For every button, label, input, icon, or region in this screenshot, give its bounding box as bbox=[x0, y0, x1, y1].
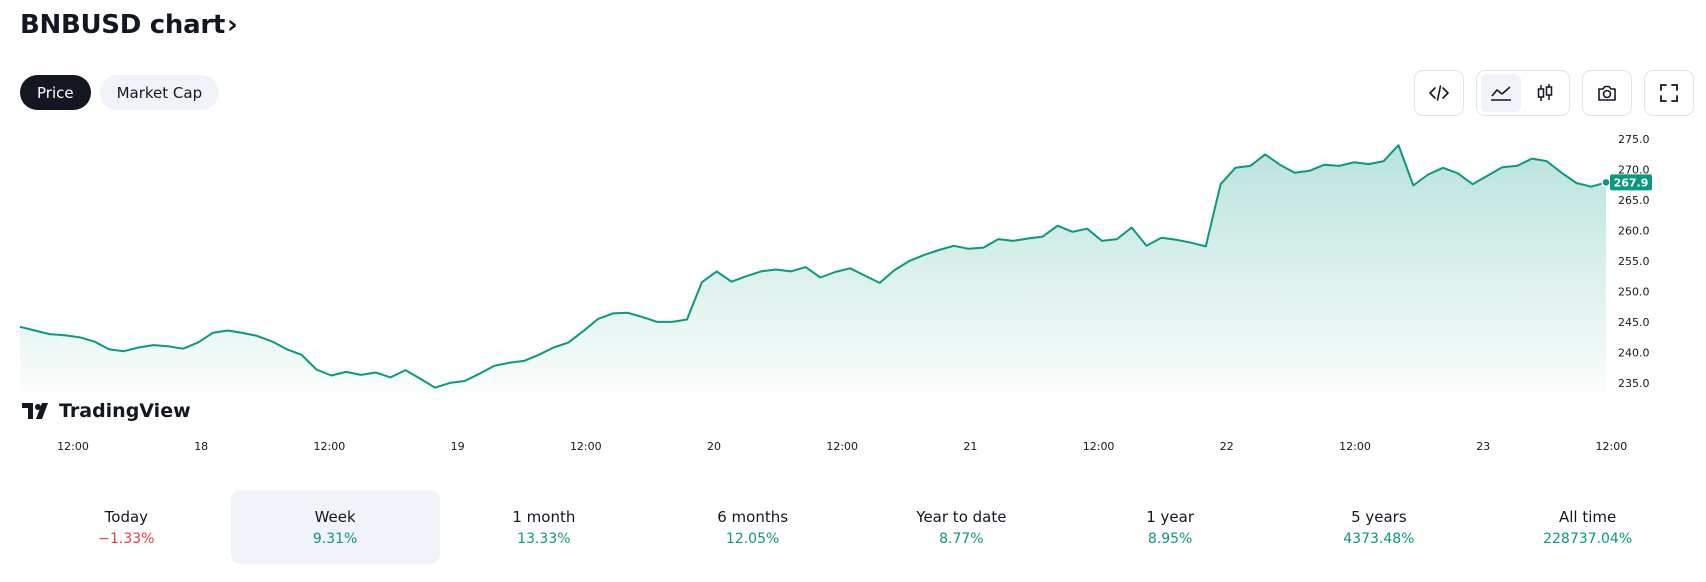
period-label: 6 months bbox=[717, 507, 789, 526]
y-tick-label: 240.0 bbox=[1618, 346, 1650, 359]
chart-toolbar bbox=[1414, 70, 1694, 116]
tab-market-cap[interactable]: Market Cap bbox=[99, 75, 220, 110]
embed-code-icon bbox=[1429, 85, 1449, 101]
performance-periods: Today −1.33% Week 9.31% 1 month 13.33% 6 mo… bbox=[22, 490, 1692, 564]
period-label: 1 month bbox=[512, 507, 576, 526]
y-tick-label: 245.0 bbox=[1618, 316, 1650, 329]
chart-type-tabs: Price Market Cap bbox=[20, 75, 220, 110]
x-tick-label: 12:00 bbox=[1339, 440, 1371, 453]
embed-group bbox=[1414, 70, 1464, 116]
y-tick-label: 255.0 bbox=[1618, 255, 1650, 268]
snapshot-button[interactable] bbox=[1587, 74, 1627, 112]
fullscreen-button[interactable] bbox=[1649, 74, 1689, 112]
page-title[interactable]: BNBUSD chart › bbox=[20, 10, 238, 40]
x-tick-label: 12:00 bbox=[57, 440, 89, 453]
period-5-years[interactable]: 5 years 4373.48% bbox=[1275, 490, 1484, 564]
tab-price[interactable]: Price bbox=[20, 75, 91, 110]
x-tick-label: 19 bbox=[451, 440, 465, 453]
period-label: Year to date bbox=[916, 507, 1007, 526]
price-chart[interactable]: 275.0 270.0 265.0 260.0 255.0 250.0 245.0 240.0… bbox=[0, 130, 1706, 460]
period-today[interactable]: Today −1.33% bbox=[22, 490, 231, 564]
price-line bbox=[19, 144, 1607, 389]
candlestick-button[interactable] bbox=[1525, 74, 1565, 112]
tradingview-logo[interactable]: TradingView bbox=[22, 400, 191, 422]
period-1-year[interactable]: 1 year 8.95% bbox=[1066, 490, 1275, 564]
chart-style-group bbox=[1476, 70, 1570, 116]
period-6-months[interactable]: 6 months 12.05% bbox=[648, 490, 857, 564]
x-tick-label: 18 bbox=[194, 440, 208, 453]
period-year-to-date[interactable]: Year to date 8.77% bbox=[857, 490, 1066, 564]
period-label: 5 years bbox=[1351, 507, 1407, 526]
y-tick-label: 270.0 bbox=[1618, 164, 1650, 177]
snapshot-group bbox=[1582, 70, 1632, 116]
y-axis: 275.0 270.0 265.0 260.0 255.0 250.0 245.0 240.0… bbox=[1618, 133, 1650, 390]
period-value: 9.31% bbox=[312, 530, 358, 547]
y-tick-label: 260.0 bbox=[1618, 225, 1650, 238]
period-week[interactable]: Week 9.31% bbox=[230, 490, 440, 564]
fullscreen-icon bbox=[1660, 84, 1678, 102]
period-value: 13.33% bbox=[517, 530, 571, 547]
last-price-marker: 267.9 bbox=[1601, 174, 1652, 191]
x-tick-label: 12:00 bbox=[1596, 440, 1628, 453]
period-value: 12.05% bbox=[725, 530, 780, 547]
y-tick-label: 275.0 bbox=[1618, 133, 1650, 146]
chevron-right-icon: › bbox=[226, 10, 238, 40]
y-tick-label: 265.0 bbox=[1618, 194, 1650, 207]
x-tick-label: 12:00 bbox=[826, 440, 858, 453]
last-price-tag-bg bbox=[1610, 174, 1652, 191]
price-area bbox=[20, 145, 1606, 392]
fullscreen-group bbox=[1644, 70, 1694, 116]
x-tick-label: 20 bbox=[707, 440, 721, 453]
x-tick-label: 21 bbox=[963, 440, 977, 453]
period-value: 228737.04% bbox=[1543, 530, 1633, 547]
period-value: 8.95% bbox=[1147, 530, 1193, 547]
embed-button[interactable] bbox=[1419, 74, 1459, 112]
x-axis: 12:00 18 12:00 19 12:00 20 12:00 21 12:00 22 12:00… bbox=[57, 440, 1627, 453]
x-tick-label: 12:00 bbox=[1083, 440, 1115, 453]
period-label: Today bbox=[104, 507, 149, 526]
tradingview-logo-text: TradingView bbox=[59, 400, 191, 422]
period-all-time[interactable]: All time 228737.04% bbox=[1483, 490, 1692, 564]
period-label: 1 year bbox=[1146, 507, 1195, 526]
x-tick-label: 23 bbox=[1476, 440, 1490, 453]
period-value: 4373.48% bbox=[1343, 530, 1415, 547]
last-price-dot bbox=[1601, 177, 1611, 188]
period-label: All time bbox=[1558, 507, 1617, 526]
page-title-text: BNBUSD chart bbox=[20, 10, 225, 40]
period-value: −1.33% bbox=[98, 530, 155, 547]
area-chart-icon bbox=[1491, 86, 1511, 101]
area-chart-button[interactable] bbox=[1481, 74, 1521, 112]
last-price-label: 267.9 bbox=[1614, 176, 1649, 189]
x-tick-label: 12:00 bbox=[314, 440, 346, 453]
camera-icon bbox=[1598, 85, 1616, 101]
candlestick-icon bbox=[1537, 84, 1553, 101]
period-value: 8.77% bbox=[939, 530, 984, 547]
x-tick-label: 22 bbox=[1220, 440, 1234, 453]
tradingview-icon bbox=[22, 403, 48, 419]
y-tick-label: 250.0 bbox=[1618, 285, 1650, 298]
y-tick-label: 235.0 bbox=[1618, 377, 1650, 390]
x-tick-label: 12:00 bbox=[570, 440, 602, 453]
period-1-month[interactable]: 1 month 13.33% bbox=[440, 490, 649, 564]
period-label: Week bbox=[314, 507, 356, 526]
